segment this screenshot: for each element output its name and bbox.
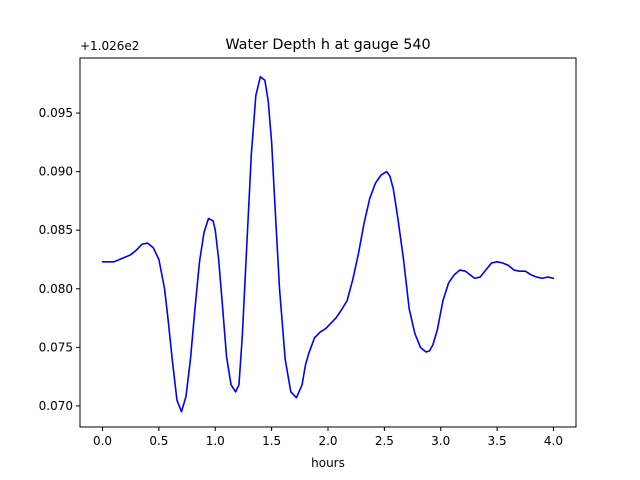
x-tick-label: 3.0 <box>431 434 450 448</box>
x-tick-label: 2.5 <box>375 434 394 448</box>
x-tick-label: 2.0 <box>318 434 337 448</box>
y-tick-label: 0.085 <box>39 223 73 237</box>
plot-area: 0.0 0.5 1.0 1.5 2.0 2.5 3.0 3.5 4.0 0.070 0.075 0.0… <box>39 57 577 448</box>
y-tick-label: 0.070 <box>39 399 73 413</box>
plot-frame <box>79 57 577 428</box>
x-tick-label: 0.5 <box>149 434 168 448</box>
x-tick-label: 3.5 <box>488 434 507 448</box>
y-tick-label: 0.090 <box>39 165 73 179</box>
y-tick-label: 0.095 <box>39 106 73 120</box>
series-line-0 <box>101 75 555 413</box>
y-tick-label: 0.080 <box>39 282 73 296</box>
x-tick-label: 1.5 <box>262 434 281 448</box>
y-tick-label: 0.075 <box>39 340 73 354</box>
x-axis-label: hours <box>311 456 345 470</box>
chart-title: Water Depth h at gauge 540 <box>225 37 430 53</box>
x-tick-label: 4.0 <box>544 434 563 448</box>
x-tick-label: 0.0 <box>93 434 112 448</box>
x-tick-label: 1.0 <box>206 434 225 448</box>
y-offset-label: +1.026e2 <box>80 39 139 53</box>
